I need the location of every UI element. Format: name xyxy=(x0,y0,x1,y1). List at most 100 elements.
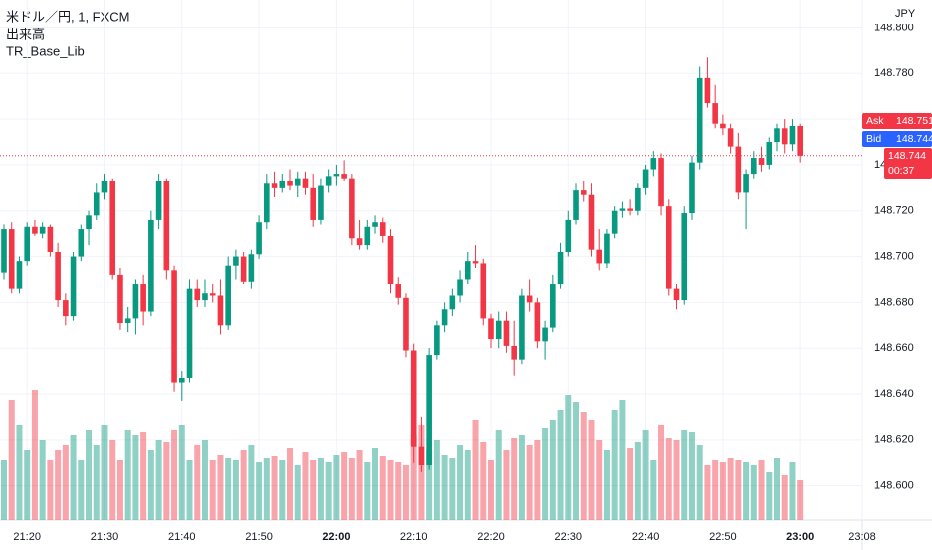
x-tick-label: 21:40 xyxy=(168,531,196,543)
candle-body xyxy=(797,125,803,156)
candle-body xyxy=(194,288,201,301)
candle-body xyxy=(774,128,780,143)
bid-price: 148.744 xyxy=(896,133,932,145)
volume-bar xyxy=(688,432,695,520)
volume-bar xyxy=(727,458,734,520)
volume-bar xyxy=(518,435,525,520)
candle-body xyxy=(534,302,541,342)
volume-bar xyxy=(325,462,332,520)
volume-bar xyxy=(743,462,750,520)
candle-body xyxy=(101,180,108,193)
candle-body xyxy=(86,215,92,230)
candle-body xyxy=(519,295,525,360)
volume-bar xyxy=(240,450,247,520)
volume-bar xyxy=(426,450,433,520)
volume-bar xyxy=(735,460,742,520)
volume-bar xyxy=(8,400,15,520)
y-tick-label: 148.660 xyxy=(874,342,914,354)
volume-bar xyxy=(433,440,440,520)
volume-bar xyxy=(271,456,278,520)
y-tick-label: 148.720 xyxy=(874,205,914,217)
y-tick-label: 148.680 xyxy=(874,296,914,308)
x-tick-label: 21:30 xyxy=(91,531,119,543)
volume-bar xyxy=(503,450,510,520)
candle-body xyxy=(689,162,695,214)
volume-bar xyxy=(665,438,672,520)
candle-body xyxy=(727,128,734,147)
volume-bar xyxy=(140,432,147,520)
candles xyxy=(1,57,803,472)
candle-body xyxy=(217,295,224,326)
last-price-tag xyxy=(884,148,932,179)
candle-body xyxy=(472,261,479,264)
volume-bar xyxy=(294,465,301,520)
volume-bar xyxy=(101,425,108,520)
bid-label: Bid xyxy=(866,133,881,145)
symbol-legend: 米ドル／円, 1, FXCM xyxy=(6,9,130,24)
volume-bar xyxy=(565,395,572,520)
countdown: 00:37 xyxy=(888,165,914,177)
volume-bar xyxy=(364,462,371,520)
candle-body xyxy=(387,235,394,285)
volume-bar xyxy=(24,450,31,520)
candle-body xyxy=(364,226,371,246)
volume-bar xyxy=(194,445,201,520)
candle-body xyxy=(32,226,38,234)
volume-bar xyxy=(356,450,363,520)
volume-bar xyxy=(379,456,386,520)
volume-bar xyxy=(287,448,294,520)
volume-bar xyxy=(797,480,804,520)
volume-bar xyxy=(78,460,85,520)
candle-body xyxy=(93,192,100,216)
volume-bar xyxy=(464,450,471,520)
candle-body xyxy=(720,123,726,129)
candle-body xyxy=(287,180,293,186)
x-tick-label: 22:00 xyxy=(322,531,350,543)
volume-bar xyxy=(410,435,417,520)
volume-bar xyxy=(642,430,649,520)
volume-bar xyxy=(248,445,255,520)
y-tick-label: 148.800 xyxy=(874,21,914,33)
candle-body xyxy=(550,284,556,328)
candle-body xyxy=(109,180,116,275)
x-tick-label: 22:30 xyxy=(555,531,583,543)
candle-body xyxy=(789,125,796,145)
volume-bar xyxy=(758,460,765,520)
candle-body xyxy=(171,270,177,383)
candle-body xyxy=(178,377,185,383)
volume-bar xyxy=(372,448,379,520)
volume-bar xyxy=(132,435,139,520)
candle-body xyxy=(310,187,316,220)
volume-bar xyxy=(333,455,340,520)
candle-body xyxy=(743,174,749,193)
volume-bar xyxy=(93,445,100,520)
candle-body xyxy=(395,284,402,298)
volume-bar xyxy=(511,438,518,520)
volume-bar xyxy=(619,400,626,520)
volume-bar xyxy=(317,458,324,520)
volume-bar xyxy=(186,460,193,520)
volume-bar xyxy=(766,472,773,520)
volume-bar xyxy=(302,452,309,520)
candle-body xyxy=(457,279,463,296)
candle-body xyxy=(124,318,131,323)
candle-body xyxy=(70,256,77,317)
candle-body xyxy=(333,174,340,177)
candle-body xyxy=(441,309,448,326)
volume-bar xyxy=(348,458,355,520)
candle-body xyxy=(665,206,672,289)
candle-body xyxy=(604,233,610,264)
candle-body xyxy=(751,158,757,175)
volume-bar xyxy=(232,460,239,520)
volume-bar xyxy=(650,460,657,520)
candle-body xyxy=(596,249,603,264)
volume-bar xyxy=(495,430,502,520)
candle-body xyxy=(557,251,564,285)
volume-bar xyxy=(658,425,665,520)
indicator-legend: 出来高 xyxy=(6,26,45,41)
volume-bar xyxy=(217,455,224,520)
volume-bar xyxy=(549,420,556,520)
candle-body xyxy=(356,238,363,246)
volume-bar xyxy=(341,452,348,520)
volume-bar xyxy=(155,440,162,520)
